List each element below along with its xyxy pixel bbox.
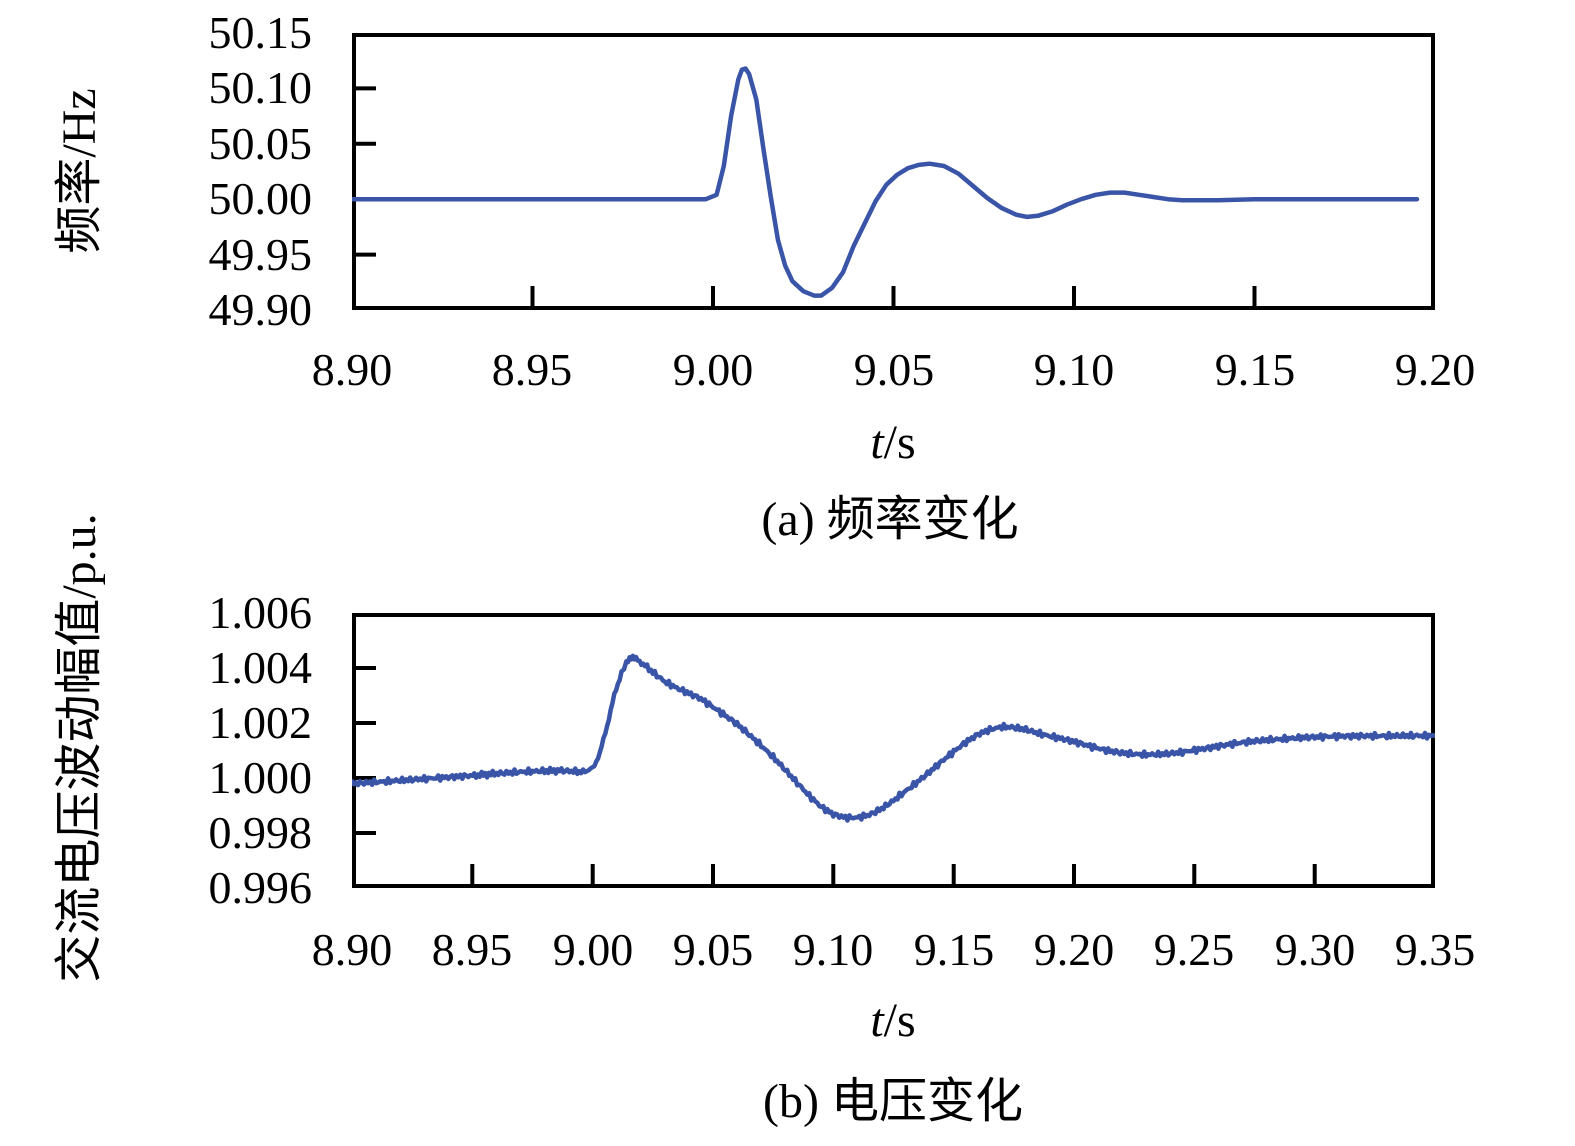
x-tick-label: 8.90	[311, 344, 393, 395]
x-tick-label: 8.95	[431, 924, 513, 975]
x-axis-title-chart-a: t/s	[870, 415, 915, 471]
plot-frame	[352, 33, 1435, 310]
x-tick-label: 8.95	[491, 344, 573, 395]
y-tick-label: 1.000	[208, 752, 313, 803]
caption-chart-b: (b) 电压变化	[763, 1075, 1023, 1128]
series-line-频率	[352, 66, 1420, 298]
plot-area-frequency	[352, 33, 1435, 310]
y-tick-label: 1.002	[208, 697, 313, 748]
x-tick-label: 9.15	[1214, 344, 1296, 395]
x-tick-label: 9.10	[792, 924, 874, 975]
plot-area-voltage	[352, 613, 1435, 888]
x-axis-title-chart-b: t/s	[870, 993, 915, 1049]
x-axis-variable-chart-a: t	[870, 416, 884, 469]
x-tick-label: 9.30	[1274, 924, 1356, 975]
x-tick-label: 9.35	[1394, 924, 1476, 975]
y-tick-label: 50.00	[208, 173, 313, 224]
x-tick-label: 9.15	[913, 924, 995, 975]
x-tick-label: 9.20	[1394, 344, 1476, 395]
y-tick-label: 49.95	[208, 229, 313, 280]
x-tick-label: 9.20	[1033, 924, 1115, 975]
x-axis-variable-chart-b: t	[870, 994, 884, 1047]
y-tick-label: 1.006	[208, 587, 313, 638]
plot-frame	[352, 613, 1435, 888]
x-tick-label: 9.00	[672, 344, 754, 395]
y-tick-label: 0.996	[208, 862, 313, 913]
y-tick-label: 50.10	[208, 62, 313, 113]
x-axis-unit-chart-a: /s	[883, 416, 916, 469]
series-line-交流电压波动幅值	[352, 653, 1435, 823]
y-tick-label: 50.05	[208, 118, 313, 169]
y-tick-label: 49.90	[208, 284, 313, 335]
y-tick-label: 0.998	[208, 807, 313, 858]
x-tick-label: 9.05	[672, 924, 754, 975]
x-tick-label: 9.05	[853, 344, 935, 395]
x-axis-unit-chart-b: /s	[883, 994, 916, 1047]
y-tick-label: 50.15	[208, 7, 313, 58]
y-tick-label: 1.004	[208, 642, 313, 693]
x-tick-label: 8.90	[311, 924, 393, 975]
x-tick-label: 9.10	[1033, 344, 1115, 395]
caption-chart-a: (a) 频率变化	[761, 493, 1019, 546]
x-tick-label: 9.25	[1153, 924, 1235, 975]
x-tick-label: 9.00	[552, 924, 634, 975]
